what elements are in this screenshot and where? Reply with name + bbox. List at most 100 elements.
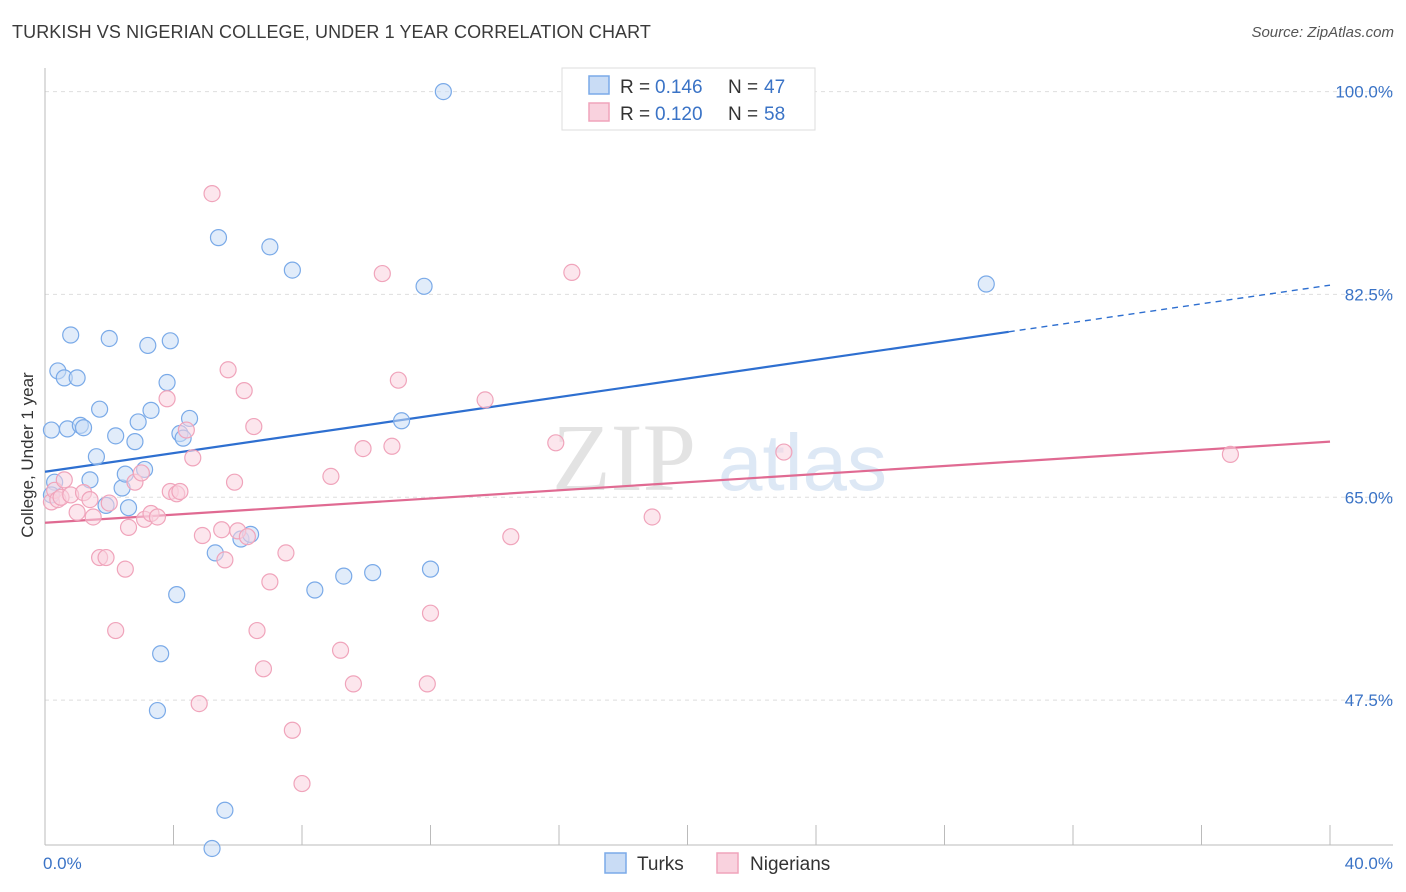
legend-r-nigerians: 0.120 [655,104,703,125]
point-turks-23 [142,401,160,419]
y-tick-labels: 100.0% 82.5% 65.0% 47.5% [1335,83,1393,711]
bottom-legend-swatch-turks [604,852,627,874]
point-nigerians-49 [383,437,401,455]
point-nigerians-17 [132,464,150,482]
point-nigerians-12 [100,494,118,512]
point-turks-11 [87,448,106,466]
bottom-legend: Turks Nigerians [604,852,830,875]
point-turks-42 [364,564,382,582]
watermark-atlas: atlas [718,418,887,507]
point-turks-44 [415,277,433,295]
bottom-legend-label-nigerians: Nigerians [750,854,830,875]
point-turks-45 [421,560,440,578]
legend-swatch-nigerians [588,102,610,122]
point-nigerians-46 [344,675,362,693]
point-nigerians-20 [148,508,167,526]
point-nigerians-15 [119,518,138,537]
point-nigerians-51 [421,604,440,622]
trend-lines [44,284,1331,524]
point-turks-9 [74,419,93,437]
point-nigerians-31 [216,551,234,569]
watermark-zip: ZIP [552,404,696,511]
point-nigerians-27 [190,694,208,713]
point-nigerians-24 [171,482,189,501]
legend-n-label-nigerians: N = [728,104,758,125]
point-turks-32 [203,839,221,858]
axes [44,68,1393,846]
legend-n-label-turks: N = [728,77,758,98]
point-nigerians-39 [254,660,273,678]
y-tick-label-0: 100.0% [1335,83,1393,102]
point-turks-6 [62,326,80,344]
point-turks-47 [977,275,995,293]
point-nigerians-43 [293,774,311,793]
y-axis-title: College, Under 1 year [18,372,37,538]
y-tick-label-2: 65.0% [1345,488,1393,507]
x-tick-label-1: 40.0% [1345,854,1393,873]
point-turks-41 [335,567,353,585]
point-turks-46 [434,82,452,101]
data-points [42,82,1240,858]
x-tick-labels: 0.0% 40.0% [43,854,1393,873]
point-nigerians-45 [331,641,350,659]
point-nigerians-25 [177,421,195,439]
bottom-legend-swatch-nigerians [716,852,739,874]
point-nigerians-13 [107,621,125,640]
point-turks-20 [129,413,147,431]
point-nigerians-4 [55,471,73,489]
y-tick-label-3: 47.5% [1345,691,1393,710]
point-nigerians-53 [476,391,494,409]
point-turks-38 [261,238,279,256]
point-turks-18 [119,499,138,517]
point-nigerians-54 [502,528,520,546]
point-nigerians-11 [97,548,115,567]
point-nigerians-58 [775,443,793,461]
point-nigerians-8 [81,490,99,509]
point-nigerians-6 [68,503,86,521]
legend-swatch-turks [588,75,610,95]
point-turks-7 [68,369,86,387]
trend-line-nigerians [44,440,1331,524]
point-nigerians-47 [354,439,372,458]
point-turks-15 [107,427,125,445]
point-nigerians-40 [261,573,279,591]
point-turks-35 [216,801,234,819]
bottom-legend-label-turks: Turks [637,854,684,875]
point-nigerians-52 [418,675,436,693]
point-nigerians-36 [238,528,256,546]
y-tick-label-1: 82.5% [1345,285,1393,304]
point-nigerians-38 [248,621,266,640]
point-nigerians-14 [116,560,134,578]
point-turks-12 [91,400,109,418]
chart-title: TURKISH VS NIGERIAN COLLEGE, UNDER 1 YEA… [12,22,652,42]
point-nigerians-35 [235,382,253,400]
point-nigerians-33 [225,473,244,491]
point-nigerians-56 [563,263,581,282]
point-nigerians-29 [203,184,221,203]
point-turks-26 [158,373,176,392]
trend-line-turks-projection [1008,284,1331,333]
point-nigerians-9 [84,508,102,526]
point-nigerians-41 [277,544,295,562]
point-turks-28 [168,586,186,604]
legend-r-turks: 0.146 [655,77,703,98]
point-nigerians-28 [193,526,212,545]
point-nigerians-44 [322,467,340,486]
point-nigerians-37 [245,417,263,436]
point-turks-19 [126,433,144,451]
point-nigerians-42 [283,721,301,739]
series-nigerians [42,184,1240,793]
point-nigerians-32 [219,361,237,379]
point-turks-39 [283,261,301,279]
legend-n-turks: 47 [764,77,785,98]
point-turks-27 [161,332,179,350]
source-credit: Source: ZipAtlas.com [1251,24,1394,41]
point-nigerians-30 [213,521,231,539]
point-nigerians-26 [184,449,202,467]
legend-r-label-turks: R = [620,77,650,98]
legend-box: R = 0.146 N = 47 R = 0.120 N = 58 [561,67,816,131]
point-nigerians-48 [373,264,391,283]
point-nigerians-50 [389,371,407,389]
legend-n-nigerians: 58 [764,104,785,125]
